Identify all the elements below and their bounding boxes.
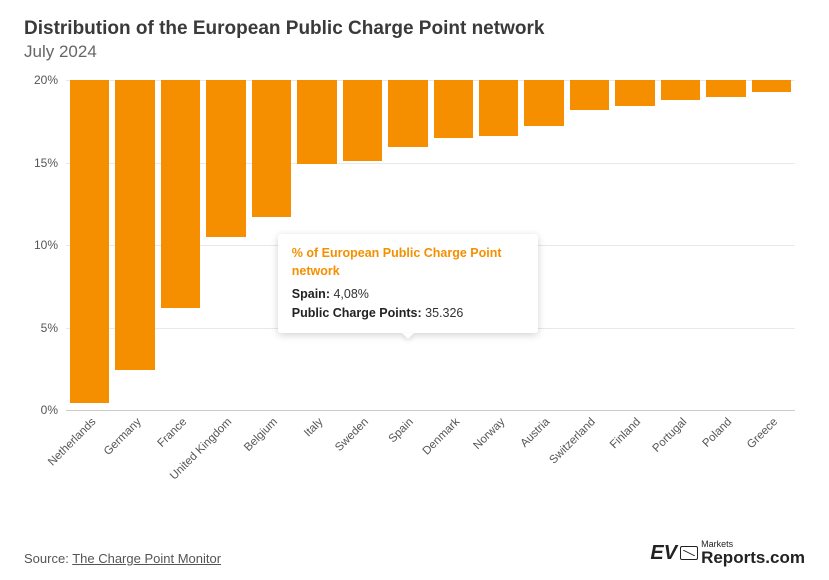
gridline	[66, 410, 795, 411]
bar-column[interactable]: Netherlands	[70, 80, 109, 410]
logo-reports: Reports.com	[701, 549, 805, 566]
x-axis-label: France	[155, 416, 189, 450]
x-axis-label: Sweden	[333, 416, 371, 454]
source-line: Source: The Charge Point Monitor	[24, 551, 221, 566]
tooltip-country-label: Spain:	[292, 287, 330, 301]
x-axis-label: Netherlands	[46, 416, 98, 468]
bar[interactable]	[388, 80, 427, 147]
chart-title: Distribution of the European Public Char…	[24, 18, 805, 40]
x-axis-label: Norway	[471, 416, 507, 452]
tooltip-country-value: 4,08%	[333, 287, 368, 301]
tooltip-points-row: Public Charge Points: 35.326	[292, 304, 524, 323]
source-link[interactable]: The Charge Point Monitor	[72, 551, 221, 566]
x-axis-label: Italy	[302, 416, 325, 439]
tooltip: % of European Public Charge Point networ…	[278, 234, 538, 333]
x-axis-label: Greece	[745, 416, 780, 451]
bar-column[interactable]: Portugal	[661, 80, 700, 410]
x-axis-label: Austria	[519, 416, 553, 450]
bar[interactable]	[70, 80, 109, 403]
x-axis-label: Belgium	[242, 416, 280, 454]
tooltip-title: % of European Public Charge Point networ…	[292, 244, 524, 282]
bar-column[interactable]: Finland	[615, 80, 654, 410]
y-axis-label: 0%	[41, 403, 66, 417]
y-axis-label: 15%	[34, 156, 66, 170]
bar[interactable]	[570, 80, 609, 110]
bar[interactable]	[252, 80, 291, 217]
bar[interactable]	[615, 80, 654, 106]
y-axis-label: 10%	[34, 238, 66, 252]
bar[interactable]	[161, 80, 200, 308]
x-axis-label: Spain	[387, 416, 416, 445]
x-axis-label: Denmark	[420, 416, 461, 457]
bar[interactable]	[706, 80, 745, 97]
logo: EV Markets Reports.com	[650, 540, 805, 566]
bar-column[interactable]: Switzerland	[570, 80, 609, 410]
bar-column[interactable]: France	[161, 80, 200, 410]
tooltip-country-row: Spain: 4,08%	[292, 285, 524, 304]
logo-ev: EV	[650, 542, 677, 565]
chart-subtitle: July 2024	[24, 42, 805, 62]
x-axis-label: Poland	[701, 416, 735, 450]
bar[interactable]	[115, 80, 154, 370]
bar-column[interactable]: Germany	[115, 80, 154, 410]
y-axis-label: 5%	[41, 321, 66, 335]
bar[interactable]	[524, 80, 563, 126]
bar-column[interactable]: United Kingdom	[206, 80, 245, 410]
bar[interactable]	[297, 80, 336, 164]
x-axis-label: Germany	[102, 416, 144, 458]
bar[interactable]	[343, 80, 382, 161]
bar[interactable]	[661, 80, 700, 100]
bar[interactable]	[206, 80, 245, 237]
y-axis-label: 20%	[34, 73, 66, 87]
bar-column[interactable]: Greece	[752, 80, 791, 410]
source-prefix: Source:	[24, 551, 72, 566]
bar[interactable]	[434, 80, 473, 138]
bar[interactable]	[752, 80, 791, 92]
x-axis-label: Finland	[608, 416, 643, 451]
chart: 0%5%10%15%20%NetherlandsGermanyFranceUni…	[24, 80, 805, 490]
bar-column[interactable]: Poland	[706, 80, 745, 410]
tooltip-points-value: 35.326	[425, 306, 463, 320]
tooltip-points-label: Public Charge Points:	[292, 306, 422, 320]
x-axis-label: Portugal	[650, 416, 689, 455]
chart-icon	[680, 546, 698, 560]
x-axis-label: Switzerland	[547, 416, 598, 467]
bar[interactable]	[479, 80, 518, 136]
